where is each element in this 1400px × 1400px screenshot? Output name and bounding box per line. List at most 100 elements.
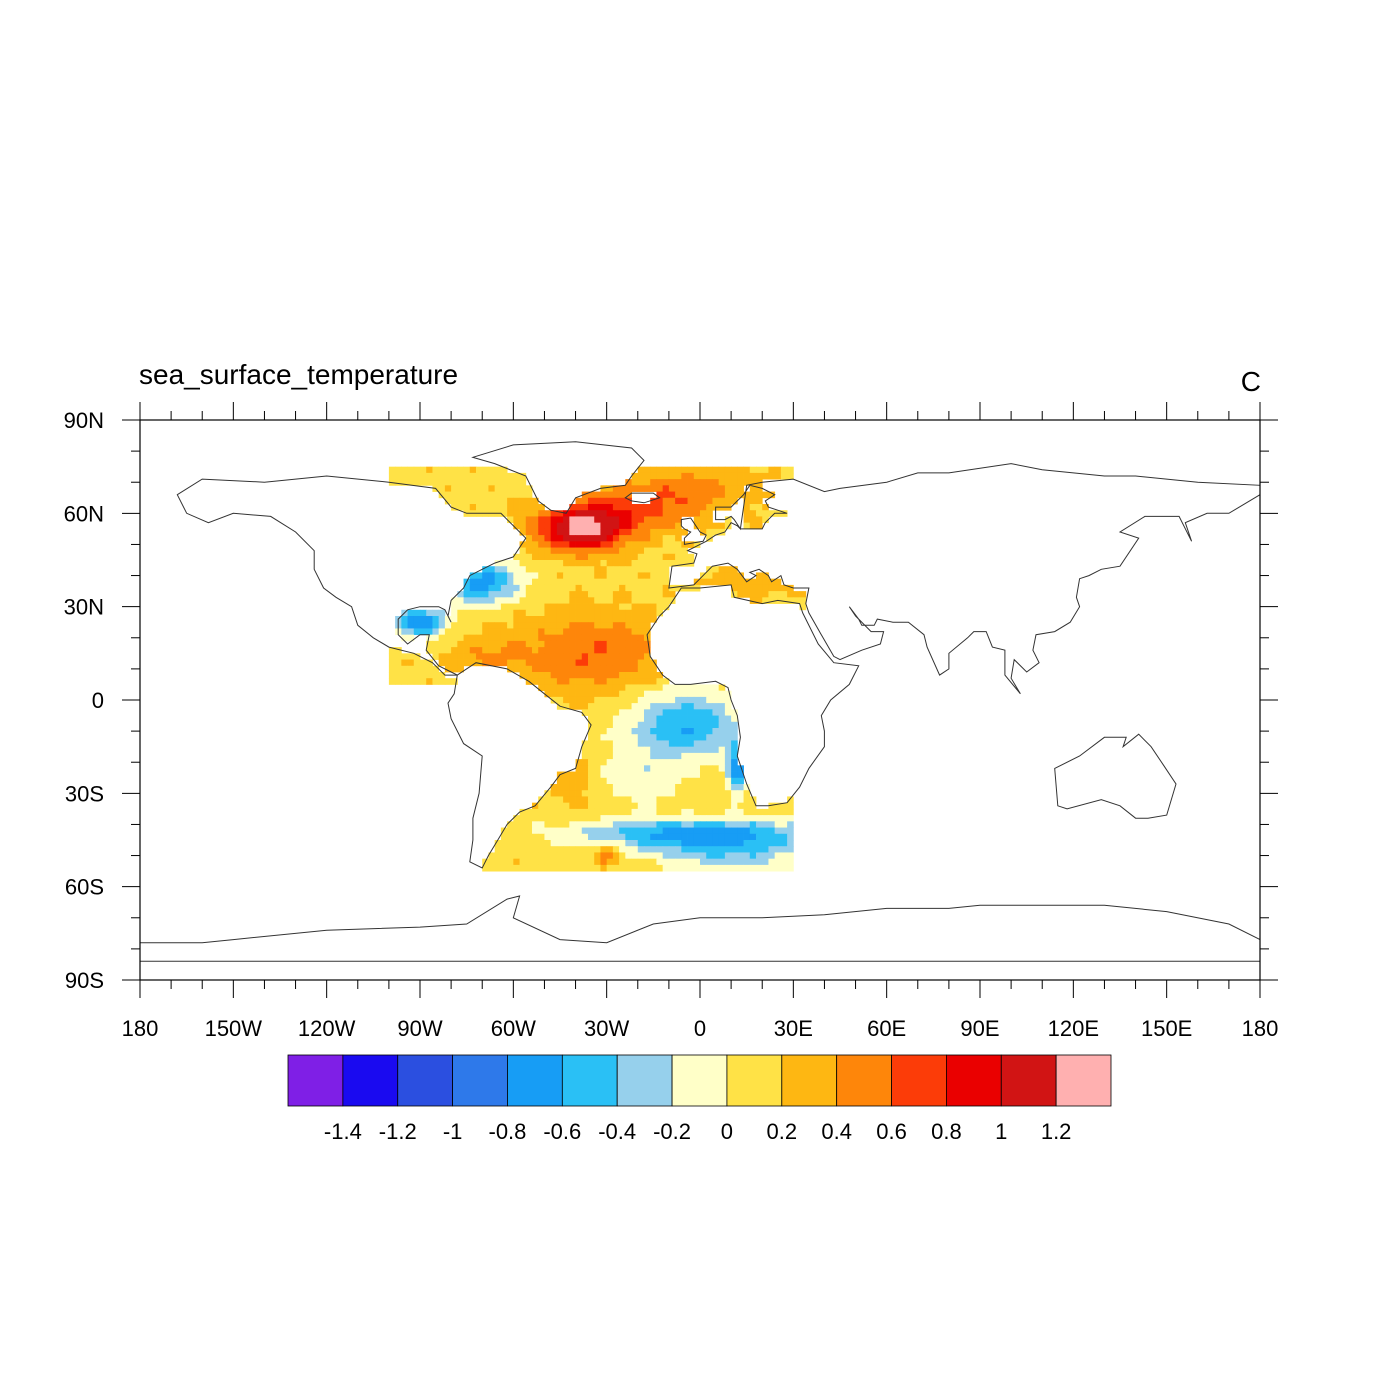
sst-cell [662, 510, 670, 517]
sst-cell [488, 485, 496, 492]
sst-cell [650, 796, 657, 804]
sst-cell [500, 628, 508, 636]
sst-cell [594, 597, 601, 604]
sst-cell [644, 796, 651, 804]
sst-cell [544, 833, 552, 841]
sst-cell [550, 802, 558, 810]
sst-cell [656, 808, 664, 816]
sst-cell [762, 864, 769, 872]
sst-cell [675, 715, 682, 723]
sst-cell [712, 796, 720, 804]
sst-cell [756, 808, 763, 816]
sst-cell [594, 647, 601, 654]
sst-cell [538, 566, 545, 573]
sst-cell [588, 703, 595, 710]
sst-cell [525, 491, 533, 499]
sst-cell [426, 665, 433, 673]
sst-cell [575, 572, 583, 580]
sst-cell [600, 734, 608, 741]
sst-cell [644, 696, 651, 704]
sst-cell [668, 535, 676, 542]
sst-cell [550, 522, 558, 530]
sst-cell [644, 864, 651, 872]
sst-cell [581, 504, 589, 511]
sst-cell [606, 771, 614, 779]
sst-cell [631, 796, 639, 804]
sst-cell [407, 616, 415, 623]
sst-cell [594, 765, 601, 772]
sst-cell [538, 628, 545, 636]
sst-cell [675, 821, 682, 828]
sst-cell [544, 560, 552, 567]
sst-cell [662, 560, 670, 567]
sst-cell [581, 852, 589, 860]
sst-cell [463, 616, 471, 623]
sst-cell [581, 771, 589, 779]
sst-cell [631, 821, 639, 828]
sst-cell [457, 603, 464, 611]
sst-cell [600, 858, 608, 866]
sst-cell [631, 759, 639, 766]
sst-cell [550, 566, 558, 573]
sst-cell [575, 796, 583, 804]
sst-cell [519, 616, 527, 623]
sst-cell [513, 516, 520, 524]
sst-cell [563, 616, 570, 623]
sst-cell [600, 485, 608, 492]
sst-cell [656, 472, 664, 480]
sst-cell [681, 827, 688, 835]
sst-cell [581, 640, 589, 648]
sst-cell [544, 840, 552, 847]
sst-cell [612, 516, 620, 524]
sst-cell [556, 597, 564, 604]
sst-cell [668, 746, 676, 754]
sst-cell [575, 628, 583, 636]
sst-cell [656, 672, 664, 679]
sst-cell [681, 777, 688, 785]
sst-cell [388, 647, 396, 654]
sst-cell [712, 479, 720, 486]
sst-cell [687, 728, 695, 735]
sst-cell [681, 528, 688, 536]
sst-cell [482, 653, 489, 660]
sst-cell [644, 622, 651, 629]
sst-cell [675, 553, 682, 561]
sst-cell [706, 790, 713, 797]
sst-cell [644, 553, 651, 561]
sst-cell [513, 603, 520, 611]
sst-cell [538, 864, 545, 872]
sst-cell [469, 466, 477, 474]
sst-cell [525, 516, 533, 524]
sst-cell [731, 728, 738, 735]
sst-cell [476, 609, 483, 617]
sst-cell [712, 852, 720, 860]
sst-cell [612, 672, 620, 679]
sst-cell [625, 528, 632, 536]
sst-cell [507, 634, 514, 642]
sst-cell [693, 827, 701, 835]
sst-cell [656, 846, 664, 853]
sst-cell [575, 510, 583, 517]
sst-cell [743, 858, 751, 866]
sst-cell [662, 802, 670, 810]
sst-cell [500, 640, 508, 648]
sst-cell [525, 634, 533, 642]
sst-cell [532, 672, 539, 679]
sst-cell [463, 622, 471, 629]
sst-cell [457, 622, 464, 629]
sst-cell [600, 777, 608, 785]
sst-cell [494, 653, 502, 660]
sst-cell [625, 746, 632, 754]
sst-cell [563, 796, 570, 804]
sst-cell [718, 784, 726, 791]
sst-cell [737, 796, 744, 804]
sst-cell [569, 584, 576, 592]
sst-cell [525, 852, 533, 860]
sst-cell [581, 821, 589, 828]
sst-cell [749, 864, 757, 872]
sst-cell [500, 616, 508, 623]
sst-cell [519, 653, 527, 660]
sst-cell [444, 616, 452, 623]
sst-cell [544, 802, 552, 810]
sst-cell [644, 808, 651, 816]
